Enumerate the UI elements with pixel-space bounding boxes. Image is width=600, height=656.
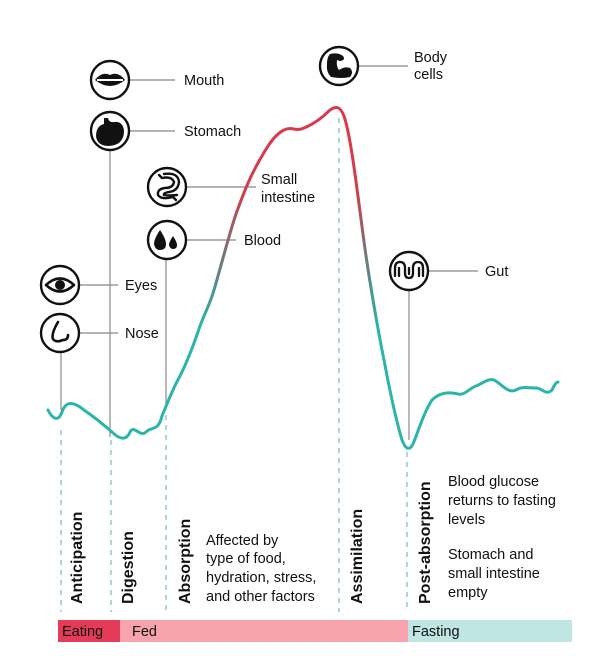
icon-guide-lines <box>60 65 478 440</box>
body-cells-icon <box>318 45 360 87</box>
blood-icon <box>146 219 188 261</box>
small-intestine-icon <box>146 166 188 208</box>
gut-icon <box>388 250 430 292</box>
band-eating-label: Eating <box>62 624 103 640</box>
note-line: Stomach and <box>448 547 533 563</box>
note-line: Blood glucose <box>448 474 539 490</box>
note-line: levels <box>448 512 485 528</box>
note-line: hydration, stress, <box>206 570 316 586</box>
post-absorption-note-glucose: Blood glucose returns to fasting levels <box>448 474 556 528</box>
post-absorption-note-empty: Stomach and small intestine empty <box>448 547 540 601</box>
state-bands: Eating Fed Fasting <box>58 620 572 642</box>
band-fed <box>120 620 408 642</box>
blood-glucose-curve <box>46 106 560 450</box>
note-line: small intestine <box>448 566 540 582</box>
note-line: and other factors <box>206 589 315 605</box>
note-line: type of food, <box>206 551 286 567</box>
mouth-label: Mouth <box>184 73 224 89</box>
band-fasting-label: Fasting <box>412 624 460 640</box>
phase-divider-lines <box>60 118 408 612</box>
nose-icon <box>39 312 81 354</box>
band-fed-label: Fed <box>132 624 157 640</box>
phase-label-assimilation: Assimilation <box>349 509 366 604</box>
body-cells-label: cells <box>414 67 443 83</box>
eyes-label: Eyes <box>125 278 157 294</box>
phase-label-anticipation: Anticipation <box>69 512 86 604</box>
phase-label-post-absorption: Post-absorption <box>417 481 434 604</box>
blood-label: Blood <box>244 233 281 249</box>
phase-label-digestion: Digestion <box>120 531 137 604</box>
band-fasting <box>408 620 572 642</box>
note-line: Affected by <box>206 533 279 549</box>
gut-label: Gut <box>485 264 508 280</box>
note-line: empty <box>448 585 488 601</box>
small-intestine-label: Small <box>261 172 297 188</box>
note-line: returns to fasting <box>448 493 556 509</box>
eyes-icon <box>39 264 81 306</box>
stomach-label: Stomach <box>184 124 241 140</box>
small-intestine-label: intestine <box>261 190 315 206</box>
mouth-icon <box>89 59 131 101</box>
band-eating <box>58 620 120 642</box>
nose-label: Nose <box>125 326 159 342</box>
body-cells-label: Body <box>414 50 448 66</box>
phase-label-absorption: Absorption <box>177 519 194 604</box>
stomach-icon <box>89 110 131 152</box>
absorption-note: Affected by type of food, hydration, str… <box>206 533 316 605</box>
